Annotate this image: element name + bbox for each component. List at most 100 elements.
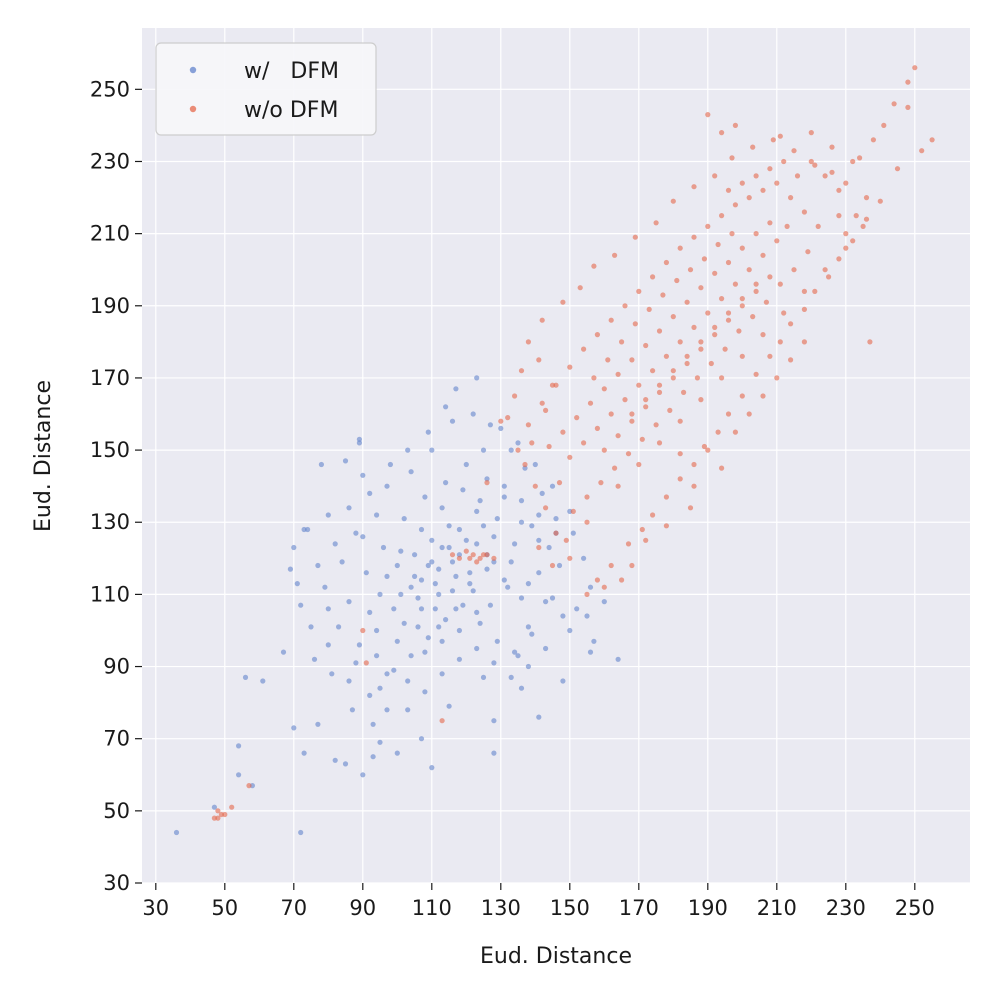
data-point [732, 122, 739, 128]
data-point [360, 627, 366, 634]
x-tick-label: 110 [412, 896, 452, 920]
data-point [691, 324, 697, 330]
y-tick-label: 110 [90, 582, 130, 606]
data-point [656, 328, 663, 334]
data-point [480, 674, 487, 681]
data-point [670, 314, 676, 320]
data-point [601, 584, 607, 590]
data-point [467, 581, 473, 587]
data-point [663, 259, 670, 266]
data-point [525, 581, 532, 587]
data-point [567, 454, 573, 460]
data-point [356, 440, 362, 446]
data-point [398, 548, 404, 554]
data-point [322, 584, 328, 590]
data-point [498, 418, 504, 424]
data-point [612, 252, 618, 258]
data-point [294, 581, 300, 587]
data-point [346, 505, 352, 511]
data-point [815, 223, 821, 229]
data-point [449, 588, 456, 594]
data-point [574, 606, 580, 612]
data-point [853, 213, 859, 219]
data-point [629, 411, 635, 417]
data-point [791, 267, 797, 273]
data-point [315, 562, 321, 569]
data-point [494, 638, 500, 644]
data-point [750, 314, 756, 320]
data-point [439, 505, 445, 511]
data-point [591, 263, 597, 269]
data-point [829, 144, 835, 150]
data-point [774, 180, 780, 186]
data-point [456, 656, 462, 662]
data-point [491, 718, 497, 724]
y-tick-label: 30 [103, 871, 130, 895]
data-point [384, 483, 390, 489]
data-point [612, 465, 618, 471]
data-point [484, 566, 490, 572]
data-point [788, 321, 794, 327]
data-point [608, 317, 614, 323]
data-point [494, 516, 500, 522]
data-point [325, 642, 331, 648]
data-point [443, 404, 449, 410]
data-point [725, 310, 732, 316]
data-point [574, 415, 580, 421]
data-point [477, 555, 483, 561]
data-point [691, 184, 697, 190]
data-point [560, 429, 566, 435]
data-point [456, 526, 462, 533]
data-point [601, 447, 607, 453]
data-point [563, 537, 569, 543]
data-point [536, 570, 542, 576]
legend-label-w-dfm: w/ DFM [244, 59, 339, 84]
data-point [518, 498, 525, 504]
data-point [650, 368, 656, 374]
data-point [474, 508, 480, 514]
data-point [301, 750, 307, 756]
data-point [236, 772, 242, 778]
data-point [429, 447, 435, 453]
data-point [508, 674, 514, 681]
data-point [584, 519, 590, 525]
data-point [570, 530, 576, 536]
data-point [667, 407, 673, 413]
data-point [436, 566, 442, 572]
data-point [850, 238, 856, 244]
data-point [684, 353, 690, 359]
data-point [418, 526, 425, 533]
data-point [211, 815, 217, 821]
data-point [456, 555, 462, 561]
data-point [760, 393, 766, 399]
data-point [463, 548, 469, 554]
data-point [663, 494, 670, 500]
data-point [912, 65, 918, 71]
x-tick-label: 130 [481, 896, 521, 920]
data-point [291, 544, 297, 551]
data-point [553, 516, 559, 522]
data-point [491, 750, 497, 756]
data-point [629, 357, 635, 363]
data-point [753, 231, 759, 237]
data-point [456, 627, 462, 634]
data-point [305, 526, 311, 533]
data-point [480, 523, 487, 529]
data-point [705, 112, 711, 118]
data-point [781, 310, 787, 316]
data-point [394, 638, 400, 644]
data-point [353, 530, 359, 536]
data-point [677, 451, 683, 457]
data-point [536, 357, 542, 363]
data-point [843, 231, 849, 237]
data-point [374, 512, 380, 518]
data-point [746, 195, 752, 201]
data-point [619, 339, 625, 345]
data-point [608, 411, 614, 417]
data-point [456, 552, 462, 558]
data-point [746, 267, 752, 273]
data-point [529, 631, 535, 637]
data-point [394, 562, 400, 569]
data-point [705, 447, 711, 453]
data-point [594, 577, 601, 583]
